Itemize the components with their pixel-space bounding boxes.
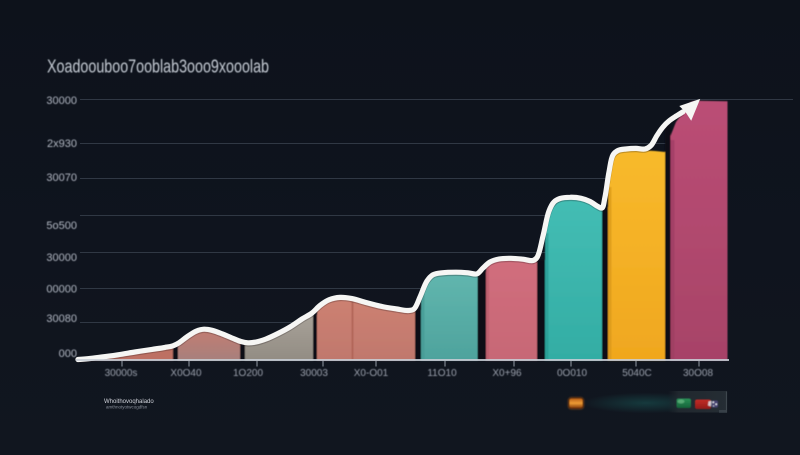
svg-text:00000: 00000 xyxy=(46,284,77,296)
svg-text:11O10: 11O10 xyxy=(427,368,457,379)
svg-text:Whoithovoqhalado: Whoithovoqhalado xyxy=(104,399,154,405)
svg-text:1O200: 1O200 xyxy=(233,368,263,379)
svg-text:X0+96: X0+96 xyxy=(492,368,522,379)
svg-text:X0O40: X0O40 xyxy=(170,368,202,379)
svg-text:Xoadoouboo7ooblab3ooo9xooolab: Xoadoouboo7ooblab3ooo9xooolab xyxy=(47,57,269,77)
svg-text:X0-O01: X0-O01 xyxy=(354,368,389,379)
svg-text:000: 000 xyxy=(59,348,77,360)
svg-text:30000: 30000 xyxy=(46,252,77,264)
svg-text:30000: 30000 xyxy=(46,95,77,107)
svg-text:30080: 30080 xyxy=(46,313,77,325)
svg-text:30O08: 30O08 xyxy=(683,368,713,379)
svg-text:30003: 30003 xyxy=(300,368,328,379)
svg-text:30000s: 30000s xyxy=(105,368,138,379)
svg-text:5o500: 5o500 xyxy=(46,220,77,232)
svg-text:30070: 30070 xyxy=(46,172,77,184)
svg-text:0O010: 0O010 xyxy=(557,368,587,379)
svg-text:2x930: 2x930 xyxy=(47,138,77,150)
svg-text:5040C: 5040C xyxy=(622,368,651,379)
svg-text:amthnotyotwcogdfsn: amthnotyotwcogdfsn xyxy=(106,405,148,410)
